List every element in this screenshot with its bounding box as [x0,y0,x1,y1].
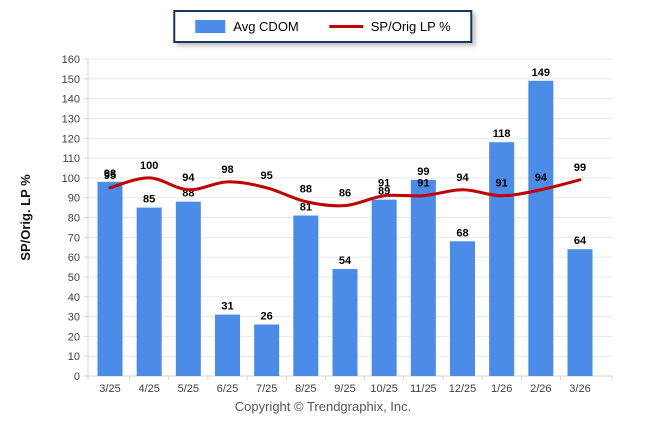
bar [567,249,593,376]
line-value-label: 91 [378,178,390,190]
line-value-label: 88 [300,184,312,196]
bar-value-label: 31 [221,301,233,313]
line-value-label: 91 [496,178,508,190]
copyright-text: Copyright © Trendgraphix, Inc. [234,399,412,414]
line-series-swatch [328,25,363,28]
line-value-label: 91 [417,178,429,190]
bar-value-label: 68 [456,227,468,239]
y-tick-label: 140 [62,94,80,106]
legend-label-avg-cdom: Avg CDOM [233,19,299,34]
bar [97,181,123,376]
bar-series-swatch [195,20,226,33]
bar [215,314,240,376]
bar [450,241,475,376]
legend: Avg CDOM SP/Orig LP % [173,10,473,43]
x-tick-label: 10/25 [370,383,398,395]
bar-value-label: 99 [417,166,429,178]
bar-value-label: 81 [300,202,312,214]
bar-value-label: 54 [339,255,352,267]
x-tick-label: 12/25 [449,383,477,395]
bar [371,199,397,376]
y-tick-label: 30 [68,312,80,324]
bar-value-label: 149 [532,67,550,79]
y-axis-title: SP/Orig. LP % [18,174,33,261]
y-tick-label: 80 [68,213,80,225]
x-tick-label: 11/25 [410,383,437,395]
line-value-label: 94 [456,172,469,184]
line-value-label: 86 [339,188,351,200]
bar [136,207,162,376]
bar-value-label: 118 [493,128,511,140]
bar [175,201,201,376]
legend-item-avg-cdom: Avg CDOM [195,19,299,34]
trend-line [108,176,582,208]
x-tick-label: 6/25 [217,383,238,395]
line-value-label: 99 [574,162,586,174]
y-tick-label: 100 [62,173,80,185]
bar-value-label: 85 [143,194,155,206]
bar [254,324,280,376]
bar [293,215,319,376]
bar [489,142,515,376]
x-tick-label: 5/25 [178,383,199,395]
x-tick-label: 3/25 [99,383,120,395]
line-value-label: 98 [221,164,233,176]
y-tick-label: 70 [68,232,80,244]
line-value-label: 95 [261,170,273,182]
y-tick-label: 120 [62,133,80,145]
bar-value-label: 64 [574,235,587,247]
line-value-label: 100 [140,160,158,172]
x-tick-label: 8/25 [295,383,316,395]
y-tick-label: 110 [62,153,80,165]
y-tick-label: 50 [68,272,80,284]
legend-label-sp-orig-lp: SP/Orig LP % [370,19,451,34]
y-tick-label: 160 [62,54,80,66]
bar [410,179,436,376]
y-tick-label: 40 [68,292,80,304]
x-tick-label: 4/25 [138,383,159,395]
y-tick-label: 150 [62,74,80,86]
line-value-label: 94 [182,172,195,184]
y-tick-label: 130 [62,113,80,125]
y-tick-label: 60 [68,252,80,264]
bar [528,80,554,376]
bar [332,269,358,376]
y-tick-label: 0 [74,371,80,383]
x-tick-label: 9/25 [334,383,355,395]
bar-value-label: 26 [261,310,273,322]
line-value-label: 95 [104,170,116,182]
bar-value-label: 98 [104,168,116,180]
y-tick-label: 20 [68,331,80,343]
x-tick-label: 7/25 [256,383,277,395]
x-tick-label: 1/26 [491,383,512,395]
legend-item-sp-orig-lp: SP/Orig LP % [328,19,451,34]
x-tick-label: 2/26 [530,383,551,395]
line-value-label: 94 [535,172,548,184]
x-tick-label: 3/26 [569,383,590,395]
y-tick-label: 10 [68,351,80,363]
y-tick-label: 90 [68,193,80,205]
